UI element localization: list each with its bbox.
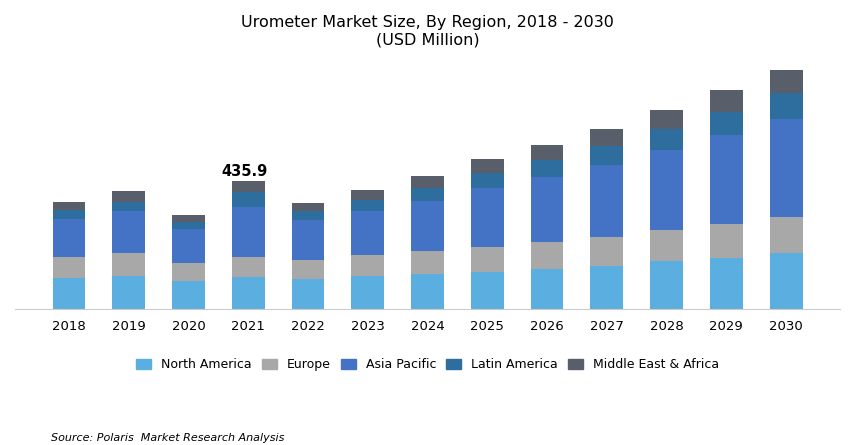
Bar xyxy=(471,173,504,188)
Bar xyxy=(650,231,683,262)
Bar xyxy=(590,266,623,309)
Bar xyxy=(351,276,384,309)
Bar xyxy=(112,202,145,211)
Bar xyxy=(292,203,324,211)
Bar xyxy=(650,109,683,129)
Bar xyxy=(710,90,743,112)
Bar xyxy=(172,214,205,222)
Bar xyxy=(351,255,384,276)
Bar xyxy=(292,220,324,260)
Bar xyxy=(531,177,563,242)
Bar xyxy=(52,278,86,309)
Bar xyxy=(52,202,86,210)
Bar xyxy=(411,188,444,201)
Bar xyxy=(232,192,265,207)
Bar xyxy=(351,200,384,211)
Bar xyxy=(710,258,743,309)
Bar xyxy=(232,277,265,309)
Bar xyxy=(650,262,683,309)
Bar xyxy=(351,190,384,200)
Bar xyxy=(292,211,324,220)
Bar xyxy=(770,253,803,309)
Bar xyxy=(292,279,324,309)
Bar xyxy=(232,257,265,277)
Bar xyxy=(112,191,145,202)
Bar xyxy=(710,224,743,258)
Bar xyxy=(471,271,504,309)
Bar xyxy=(112,276,145,309)
Bar xyxy=(471,247,504,271)
Title: Urometer Market Size, By Region, 2018 - 2030
(USD Million): Urometer Market Size, By Region, 2018 - … xyxy=(241,15,614,48)
Bar xyxy=(770,69,803,93)
Bar xyxy=(710,135,743,224)
Bar xyxy=(411,176,444,188)
Bar xyxy=(531,160,563,177)
Text: Source: Polaris  Market Research Analysis: Source: Polaris Market Research Analysis xyxy=(51,433,285,443)
Bar xyxy=(351,211,384,255)
Bar xyxy=(411,251,444,275)
Bar xyxy=(232,207,265,257)
Bar xyxy=(112,211,145,253)
Bar xyxy=(770,93,803,119)
Bar xyxy=(52,257,86,278)
Bar xyxy=(172,281,205,309)
Bar xyxy=(471,188,504,247)
Bar xyxy=(531,242,563,268)
Bar xyxy=(52,218,86,257)
Legend: North America, Europe, Asia Pacific, Latin America, Middle East & Africa: North America, Europe, Asia Pacific, Lat… xyxy=(131,353,724,376)
Bar xyxy=(292,260,324,279)
Bar xyxy=(770,217,803,253)
Bar xyxy=(590,146,623,165)
Text: 435.9: 435.9 xyxy=(221,164,268,179)
Bar xyxy=(172,263,205,281)
Bar xyxy=(172,229,205,263)
Bar xyxy=(411,201,444,251)
Bar xyxy=(531,145,563,160)
Bar xyxy=(172,222,205,229)
Bar xyxy=(471,159,504,173)
Bar xyxy=(710,112,743,135)
Bar xyxy=(531,268,563,309)
Bar xyxy=(590,165,623,237)
Bar xyxy=(232,181,265,192)
Bar xyxy=(770,119,803,217)
Bar xyxy=(590,129,623,146)
Bar xyxy=(411,275,444,309)
Bar xyxy=(650,150,683,231)
Bar xyxy=(112,253,145,276)
Bar xyxy=(590,237,623,266)
Bar xyxy=(52,210,86,218)
Bar xyxy=(650,129,683,150)
